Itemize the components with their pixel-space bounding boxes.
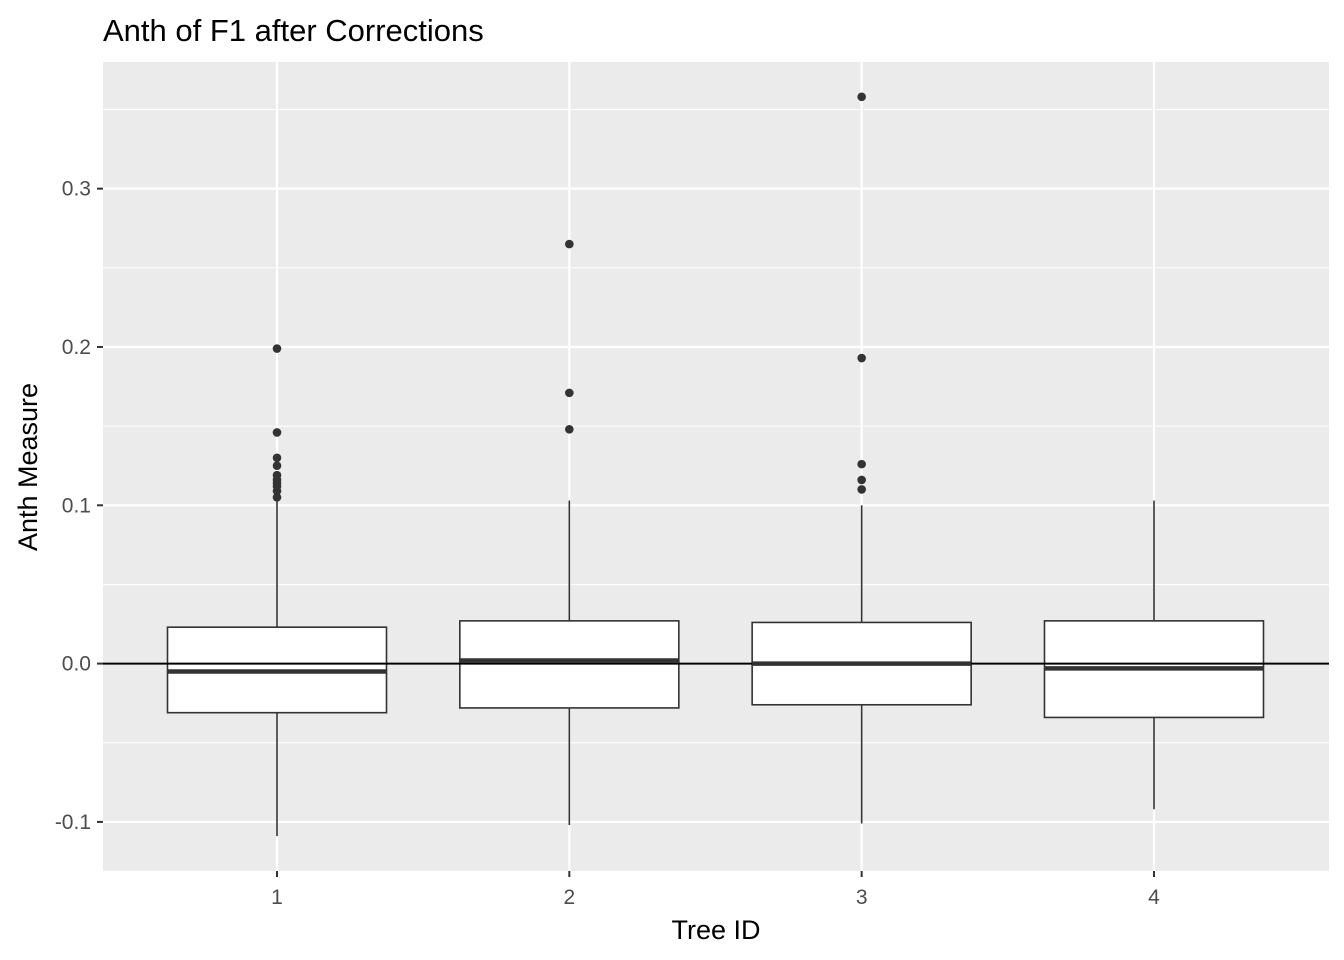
outliers-group bbox=[272, 92, 866, 502]
plot-panel bbox=[103, 62, 1329, 871]
x-tick-label: 3 bbox=[856, 886, 868, 909]
outlier-point bbox=[272, 344, 282, 353]
chart-title: Anth of F1 after Corrections bbox=[103, 13, 484, 48]
outlier-point bbox=[272, 470, 282, 480]
y-axis: -0.1 0.0 0.1 0.2 0.3 bbox=[55, 178, 103, 834]
outlier-point bbox=[857, 353, 866, 363]
x-axis-title: Tree ID bbox=[671, 915, 760, 945]
x-tick-label: 1 bbox=[271, 886, 283, 909]
outlier-point bbox=[272, 461, 282, 471]
outlier-point bbox=[565, 239, 574, 249]
outlier-point bbox=[272, 453, 282, 463]
outlier-point bbox=[857, 475, 866, 485]
outlier-point bbox=[272, 493, 282, 502]
outlier-point bbox=[565, 424, 574, 434]
y-axis-title: Anth Measure bbox=[13, 383, 43, 551]
outlier-point bbox=[857, 485, 866, 494]
y-tick-label: -0.1 bbox=[55, 811, 91, 834]
y-tick-label: 0.3 bbox=[62, 178, 91, 201]
x-tick-label: 2 bbox=[563, 886, 575, 909]
x-tick-label: 4 bbox=[1148, 886, 1160, 909]
y-tick-label: 0.2 bbox=[62, 336, 91, 359]
medians-group bbox=[167, 658, 1264, 674]
x-axis: 1 2 3 4 bbox=[271, 871, 1160, 909]
outlier-point bbox=[857, 92, 866, 102]
outlier-point bbox=[565, 388, 574, 398]
y-tick-label: 0.0 bbox=[62, 653, 91, 676]
outlier-point bbox=[857, 459, 866, 469]
outlier-point bbox=[272, 428, 282, 437]
y-tick-label: 0.1 bbox=[62, 494, 91, 517]
